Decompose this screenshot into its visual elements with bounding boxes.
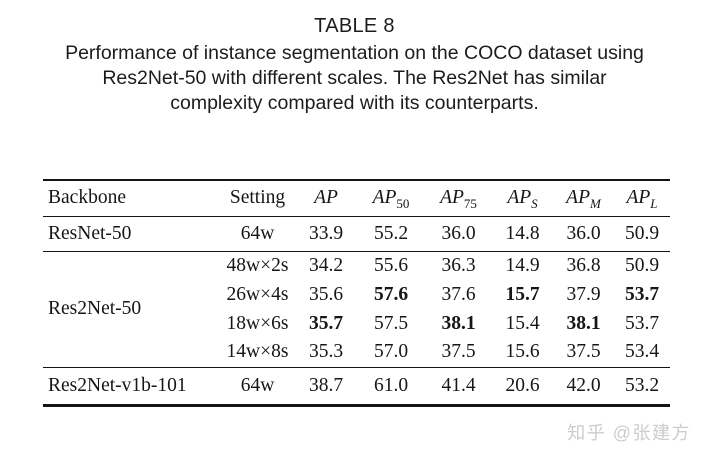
cell-backbone: Res2Net-v1b-101 xyxy=(48,374,187,396)
header-row: Backbone Setting AP AP50 AP75 APS APM AP… xyxy=(43,180,670,216)
cell-setting: 14w×8s xyxy=(226,341,289,363)
col-header-aps: APS xyxy=(507,187,538,212)
cell: 34.2 xyxy=(308,254,344,276)
cell-setting: 48w×2s xyxy=(226,254,289,276)
table-row-res2net50-14w8s: 14w×8s 35.3 57.0 37.5 15.6 37.5 53.4 xyxy=(43,338,670,367)
caption-line: complexity compared with its counterpart… xyxy=(170,92,539,114)
cell-backbone: ResNet-50 xyxy=(48,222,132,244)
col-header-backbone: Backbone xyxy=(48,187,126,209)
table-row-res2net50-18w6s: 18w×6s 35.7 57.5 38.1 15.4 38.1 53.7 xyxy=(43,309,670,338)
cell-setting: 18w×6s xyxy=(226,312,289,334)
cell: 61.0 xyxy=(373,374,409,396)
cell: 50.9 xyxy=(624,222,660,244)
caption-line: Performance of instance segmentation on … xyxy=(65,42,644,64)
results-table: Backbone Setting AP AP50 AP75 APS APM AP… xyxy=(43,179,670,407)
col-header-ap75: AP75 xyxy=(440,187,477,212)
cell: 37.5 xyxy=(566,341,601,363)
page: { "title": "TABLE 8", "caption": [ "Perf… xyxy=(0,15,709,456)
table-row-res2net50-26w4s: 26w×4s 35.6 57.6 37.6 15.7 37.9 53.7 xyxy=(43,280,670,309)
cell: 35.3 xyxy=(308,341,344,363)
caption-line: Res2Net-50 with different scales. The Re… xyxy=(102,67,607,89)
cell: 57.6 xyxy=(373,283,409,305)
cell: 57.5 xyxy=(373,312,409,334)
cell: 42.0 xyxy=(566,374,601,396)
col-header-apm: APM xyxy=(566,187,601,212)
col-header-ap: AP xyxy=(314,187,338,209)
table-caption: Performance of instance segmentation on … xyxy=(0,41,709,116)
cell: 14.8 xyxy=(505,222,540,244)
cell: 15.4 xyxy=(505,312,540,334)
table-row-resnet50: ResNet-50 64w 33.9 55.2 36.0 14.8 36.0 5… xyxy=(43,216,670,251)
cell: 37.9 xyxy=(566,283,601,305)
cell: 36.0 xyxy=(441,222,476,244)
cell: 41.4 xyxy=(441,374,476,396)
cell: 35.6 xyxy=(308,283,344,305)
cell: 15.6 xyxy=(505,341,540,363)
cell: 55.6 xyxy=(373,254,409,276)
cell: 36.3 xyxy=(441,254,476,276)
table-title: TABLE 8 xyxy=(314,15,395,37)
cell: 50.9 xyxy=(624,254,660,276)
cell: 36.0 xyxy=(566,222,601,244)
cell: 20.6 xyxy=(505,374,540,396)
cell-setting: 26w×4s xyxy=(226,283,289,305)
cell-setting: 64w xyxy=(240,222,275,244)
cell: 38.1 xyxy=(566,312,601,334)
cell: 53.2 xyxy=(624,374,660,396)
cell: 37.5 xyxy=(441,341,476,363)
col-header-apl: APL xyxy=(626,187,658,212)
col-header-ap50: AP50 xyxy=(372,187,410,212)
cell: 14.9 xyxy=(505,254,540,276)
cell: 37.6 xyxy=(441,283,476,305)
cell: 53.7 xyxy=(624,283,660,305)
cell: 38.1 xyxy=(441,312,476,334)
cell: 33.9 xyxy=(308,222,344,244)
cell-setting: 64w xyxy=(240,374,275,396)
cell: 53.4 xyxy=(624,341,660,363)
table-row-res2net50-48w2s: Res2Net-50 48w×2s 34.2 55.6 36.3 14.9 36… xyxy=(43,251,670,319)
cell: 53.7 xyxy=(624,312,660,334)
cell-backbone: Res2Net-50 xyxy=(48,298,142,319)
col-header-setting: Setting xyxy=(229,187,286,209)
cell: 15.7 xyxy=(505,283,540,305)
cell: 36.8 xyxy=(566,254,601,276)
table-row-res2net-v1b-101: Res2Net-v1b-101 64w 38.7 61.0 41.4 20.6 … xyxy=(43,367,670,405)
cell: 35.7 xyxy=(308,312,344,334)
watermark: 知乎 @张建方 xyxy=(567,423,691,443)
cell: 57.0 xyxy=(373,341,409,363)
cell: 55.2 xyxy=(373,222,409,244)
cell: 38.7 xyxy=(308,374,344,396)
